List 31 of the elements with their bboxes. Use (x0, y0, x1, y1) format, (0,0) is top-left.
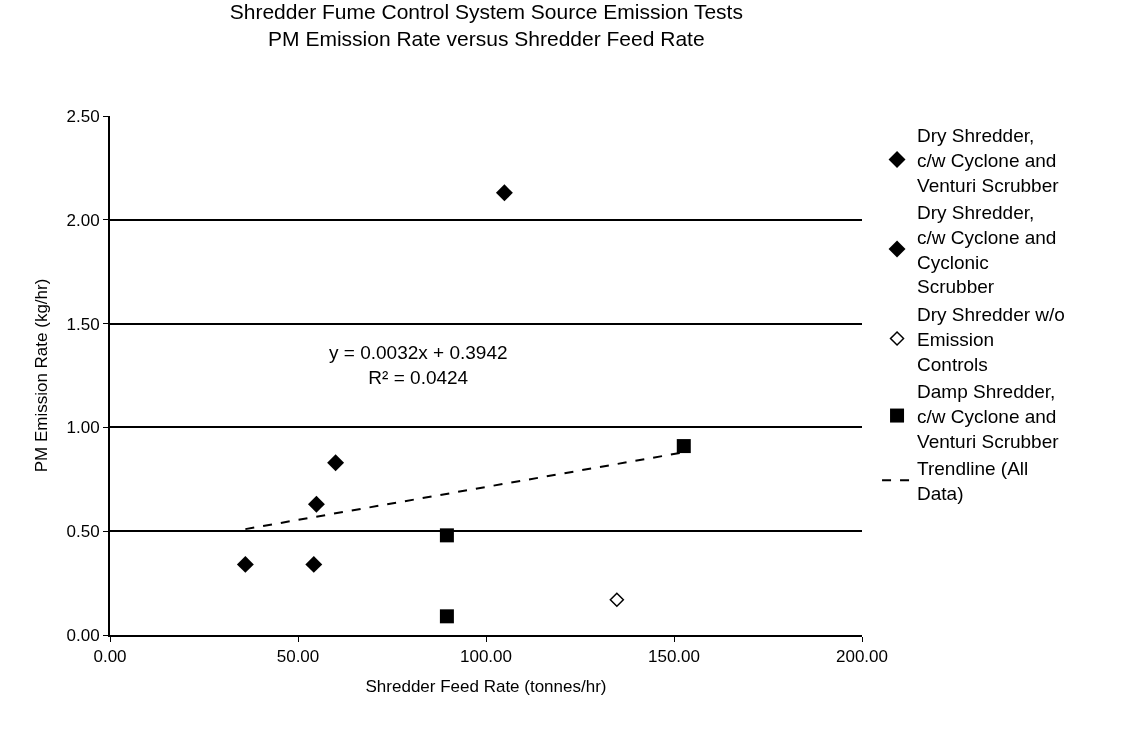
legend-label: Dry Shredder, c/w Cyclone and Venturi Scrubber (917, 125, 1060, 196)
point (676, 439, 691, 454)
legend-label: Dry Shredder w/o Emission Controls (917, 304, 1065, 375)
point (439, 609, 454, 624)
annotation: R² = 0.0424 (368, 366, 469, 388)
chart-subtitle: PM Emission Rate versus Shredder Feed Rate (268, 27, 705, 51)
x-axis-title: Shredder Feed Rate (tonnes/hr) (365, 677, 607, 697)
point (305, 555, 323, 573)
point (439, 528, 454, 543)
y-tick-label: 1.50 (66, 314, 100, 334)
x-tick-label: 150.00 (648, 647, 700, 667)
point (327, 454, 345, 472)
annotation: y = 0.0032x + 0.3942 (329, 342, 508, 363)
x-tick-label: 200.00 (836, 647, 888, 667)
legend-label: Trendline (All Data) (917, 458, 1029, 505)
legend-label: Damp Shredder, c/w Cyclone and Venturi Scrubber (917, 381, 1060, 452)
point (307, 495, 325, 513)
x-tick-label: 0.00 (93, 647, 127, 667)
point (609, 592, 625, 607)
y-tick-label: 0.00 (66, 625, 100, 645)
x-tick-label: 50.00 (276, 647, 320, 667)
y-tick-label: 1.00 (66, 418, 100, 438)
point (495, 184, 513, 202)
chart-title: Shredder Fume Control System Source Emission Tests (229, 0, 743, 23)
legend-label: Dry Shredder, c/w Cyclone and Cyclonic Scrubber (917, 202, 1057, 298)
x-tick-label: 100.00 (460, 647, 512, 667)
y-tick-label: 2.50 (66, 106, 100, 126)
point (236, 555, 254, 573)
y-tick-label: 2.00 (66, 210, 100, 230)
y-tick-label: 0.50 (66, 522, 100, 542)
y-axis-title: PM Emission Rate (kg/hr) (31, 278, 51, 473)
